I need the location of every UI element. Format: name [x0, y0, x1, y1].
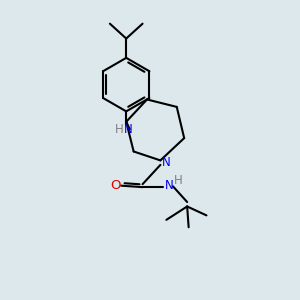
Text: O: O [111, 179, 121, 192]
Text: H: H [174, 174, 183, 188]
Text: H: H [115, 123, 124, 136]
Text: N: N [124, 123, 133, 136]
Text: N: N [165, 178, 174, 192]
Text: N: N [162, 156, 171, 169]
